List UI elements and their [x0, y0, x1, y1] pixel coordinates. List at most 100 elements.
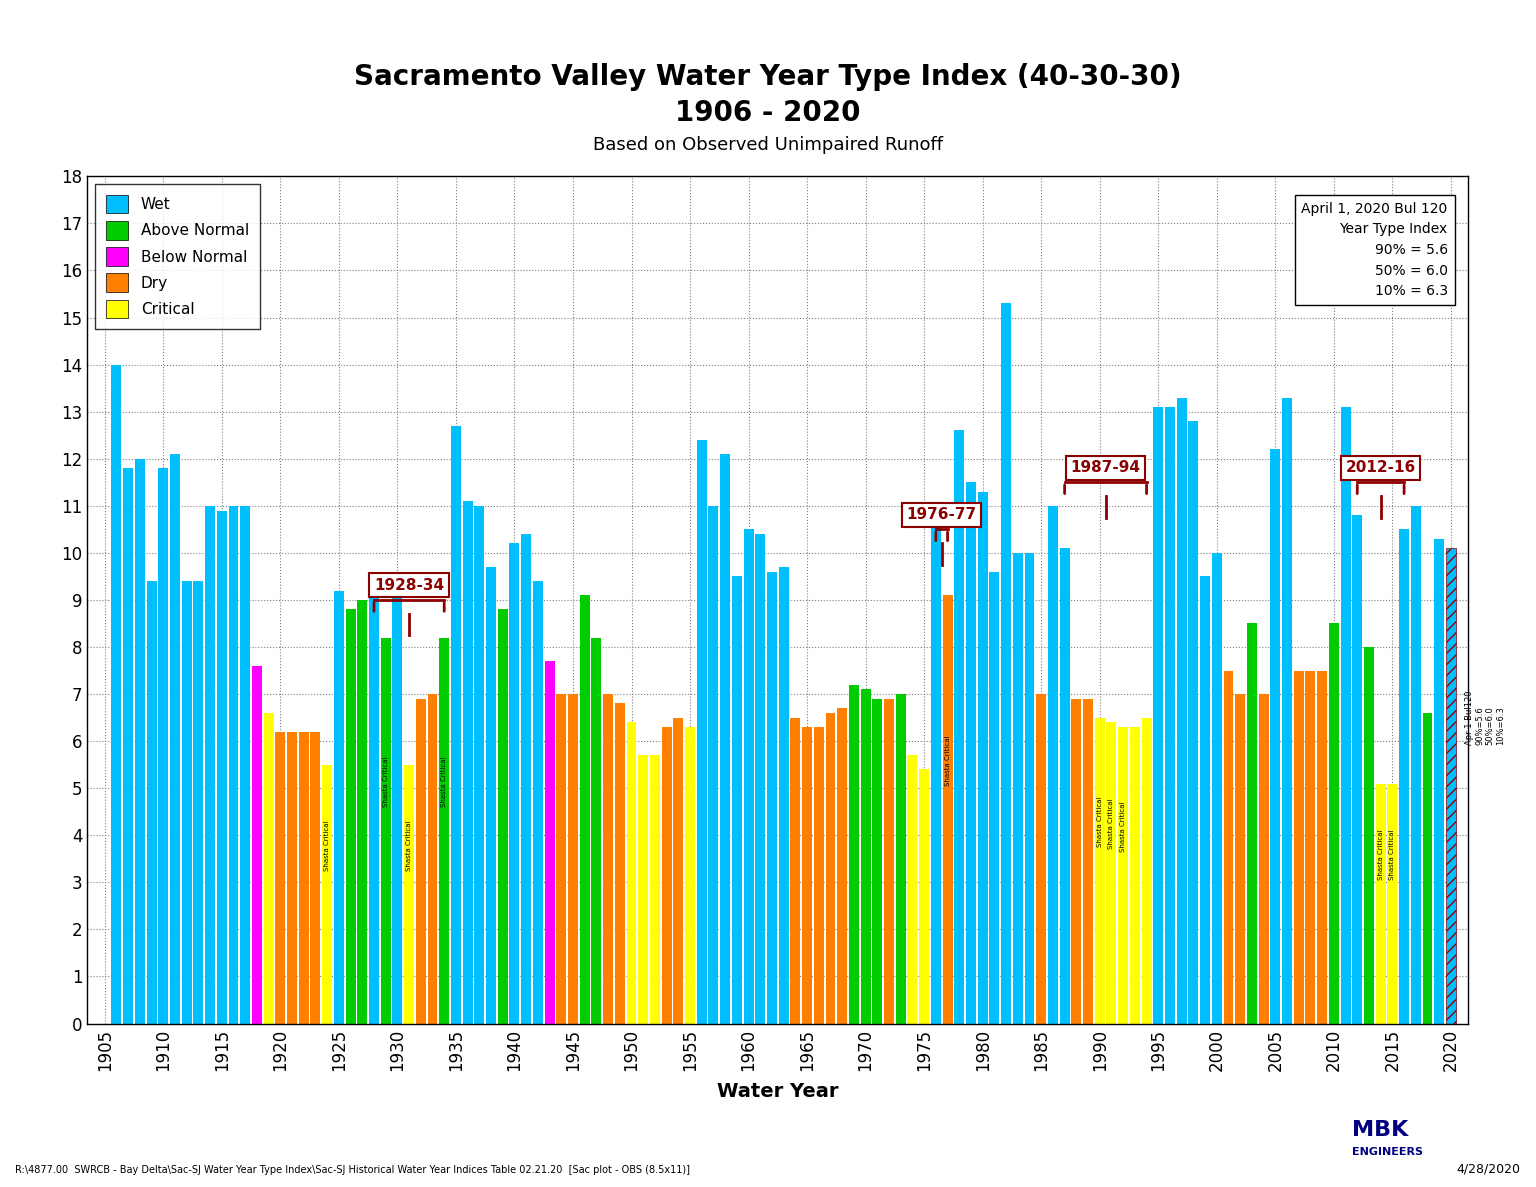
Bar: [1352, 515, 1362, 1023]
Bar: [1060, 548, 1069, 1023]
Bar: [300, 731, 309, 1023]
Bar: [825, 713, 836, 1023]
Text: 2012-16: 2012-16: [1346, 461, 1416, 475]
Bar: [1247, 623, 1256, 1023]
Bar: [264, 713, 273, 1023]
Bar: [381, 637, 390, 1023]
Bar: [1001, 304, 1011, 1023]
Bar: [135, 458, 144, 1023]
Text: 1906 - 2020: 1906 - 2020: [676, 99, 860, 127]
Bar: [1435, 539, 1444, 1023]
Bar: [791, 718, 800, 1023]
Text: Sacramento Valley Water Year Type Index (40-30-30): Sacramento Valley Water Year Type Index …: [355, 63, 1181, 91]
Bar: [427, 694, 438, 1023]
Text: Apr 1 Bul120
90%=5.6
50%=6.0
10%=6.3: Apr 1 Bul120 90%=5.6 50%=6.0 10%=6.3: [1465, 691, 1505, 745]
Bar: [966, 482, 975, 1023]
Bar: [158, 468, 169, 1023]
Bar: [614, 704, 625, 1023]
Bar: [485, 567, 496, 1023]
Bar: [1141, 718, 1152, 1023]
Bar: [779, 567, 788, 1023]
Bar: [568, 694, 578, 1023]
Bar: [181, 582, 192, 1023]
Bar: [1318, 671, 1327, 1023]
Bar: [369, 577, 379, 1023]
Bar: [720, 453, 730, 1023]
Legend: Wet, Above Normal, Below Normal, Dry, Critical: Wet, Above Normal, Below Normal, Dry, Cr…: [95, 184, 260, 329]
Bar: [1341, 407, 1350, 1023]
Bar: [931, 515, 942, 1023]
Bar: [1130, 726, 1140, 1023]
Bar: [346, 609, 355, 1023]
Text: Shasta Critical: Shasta Critical: [324, 820, 330, 870]
Bar: [685, 726, 694, 1023]
Text: Based on Observed Unimpaired Runoff: Based on Observed Unimpaired Runoff: [593, 135, 943, 154]
Text: 1987-94: 1987-94: [1071, 461, 1141, 475]
Bar: [194, 582, 203, 1023]
Bar: [708, 506, 719, 1023]
Bar: [1118, 726, 1127, 1023]
Bar: [662, 726, 671, 1023]
Bar: [170, 453, 180, 1023]
Text: Shasta Critical: Shasta Critical: [1120, 801, 1126, 852]
Bar: [1083, 699, 1094, 1023]
Bar: [333, 590, 344, 1023]
Bar: [627, 723, 636, 1023]
Bar: [510, 544, 519, 1023]
Bar: [358, 599, 367, 1023]
Bar: [1399, 529, 1409, 1023]
X-axis label: Water Year: Water Year: [717, 1081, 839, 1100]
Bar: [908, 755, 917, 1023]
Bar: [766, 572, 777, 1023]
Bar: [673, 718, 684, 1023]
Bar: [310, 731, 321, 1023]
Bar: [1164, 407, 1175, 1023]
Bar: [1410, 506, 1421, 1023]
Bar: [1422, 713, 1433, 1023]
Text: April 1, 2020 Bul 120
Year Type Index
90% = 5.6
50% = 6.0
10% = 6.3: April 1, 2020 Bul 120 Year Type Index 90…: [1301, 202, 1448, 298]
Bar: [1283, 398, 1292, 1023]
Bar: [756, 534, 765, 1023]
Bar: [943, 595, 952, 1023]
Bar: [217, 510, 227, 1023]
Bar: [112, 364, 121, 1023]
Bar: [287, 731, 296, 1023]
Bar: [814, 726, 823, 1023]
Bar: [1364, 647, 1373, 1023]
Bar: [1071, 699, 1081, 1023]
Bar: [252, 666, 263, 1023]
Bar: [229, 506, 238, 1023]
Bar: [639, 755, 648, 1023]
Bar: [1037, 694, 1046, 1023]
Bar: [1329, 623, 1339, 1023]
Bar: [1387, 783, 1398, 1023]
Bar: [872, 699, 882, 1023]
Bar: [452, 426, 461, 1023]
Bar: [650, 755, 660, 1023]
Bar: [556, 694, 567, 1023]
Bar: [1048, 506, 1058, 1023]
Bar: [533, 582, 542, 1023]
Text: Shasta Critical: Shasta Critical: [441, 756, 447, 807]
Bar: [498, 609, 508, 1023]
Bar: [404, 764, 415, 1023]
Text: Shasta Critical: Shasta Critical: [1390, 830, 1395, 880]
Bar: [1095, 718, 1104, 1023]
Bar: [919, 769, 929, 1023]
Bar: [240, 506, 250, 1023]
Text: Shasta Critical: Shasta Critical: [1097, 796, 1103, 848]
Text: 1976-77: 1976-77: [906, 507, 977, 522]
Bar: [323, 764, 332, 1023]
Bar: [1154, 407, 1163, 1023]
Bar: [475, 506, 484, 1023]
Bar: [1224, 671, 1233, 1023]
Bar: [604, 694, 613, 1023]
Text: Shasta Critical: Shasta Critical: [1378, 830, 1384, 880]
Bar: [978, 491, 988, 1023]
Bar: [885, 699, 894, 1023]
Bar: [462, 501, 473, 1023]
Text: 4/28/2020: 4/28/2020: [1456, 1162, 1521, 1175]
Bar: [439, 637, 449, 1023]
Text: 1928-34: 1928-34: [375, 578, 444, 592]
Bar: [1012, 553, 1023, 1023]
